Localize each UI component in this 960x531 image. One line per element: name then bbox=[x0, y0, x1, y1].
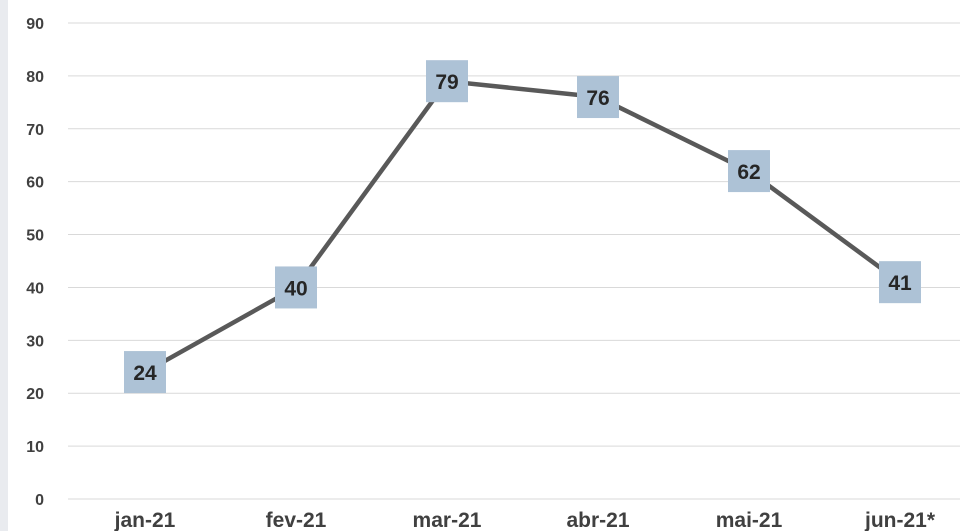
x-tick-label: mai-21 bbox=[716, 509, 783, 531]
data-point-marker bbox=[577, 76, 619, 119]
data-label: 24 bbox=[133, 362, 157, 385]
y-tick-label: 40 bbox=[26, 280, 44, 297]
data-labels: 24 40 79 76 62 41 bbox=[124, 60, 921, 394]
y-tick-label: 30 bbox=[26, 333, 44, 350]
y-tick-label: 20 bbox=[26, 386, 44, 403]
x-tick-label: mar-21 bbox=[413, 509, 482, 531]
data-label: 76 bbox=[586, 87, 609, 110]
series-line bbox=[142, 78, 903, 375]
data-label: 79 bbox=[435, 71, 458, 94]
data-label: 62 bbox=[737, 161, 760, 184]
y-tick-label: 90 bbox=[26, 16, 44, 33]
y-tick-label: 10 bbox=[26, 439, 44, 456]
data-point-marker bbox=[124, 351, 166, 394]
x-tick-label: fev-21 bbox=[266, 509, 327, 531]
y-axis-labels: 0 10 20 30 40 50 60 70 80 90 bbox=[26, 16, 44, 509]
data-point-marker bbox=[728, 150, 770, 193]
y-tick-label: 60 bbox=[26, 175, 44, 192]
data-point-marker bbox=[275, 266, 317, 309]
series-line-group bbox=[142, 78, 903, 375]
y-tick-label: 50 bbox=[26, 228, 44, 245]
data-label: 40 bbox=[284, 277, 307, 300]
chart-left-edge bbox=[0, 0, 8, 531]
x-tick-label: jun-21* bbox=[864, 509, 936, 531]
y-tick-label: 80 bbox=[26, 69, 44, 86]
data-label: 41 bbox=[888, 272, 912, 295]
y-tick-label: 70 bbox=[26, 122, 44, 139]
data-point-marker bbox=[426, 60, 468, 103]
x-tick-label: abr-21 bbox=[566, 509, 629, 531]
gridlines bbox=[68, 22, 960, 500]
x-axis-labels: jan-21 fev-21 mar-21 abr-21 mai-21 jun-21* bbox=[114, 509, 936, 531]
x-tick-label: jan-21 bbox=[114, 509, 176, 531]
y-tick-label: 0 bbox=[35, 492, 44, 509]
data-point-marker bbox=[879, 261, 921, 304]
